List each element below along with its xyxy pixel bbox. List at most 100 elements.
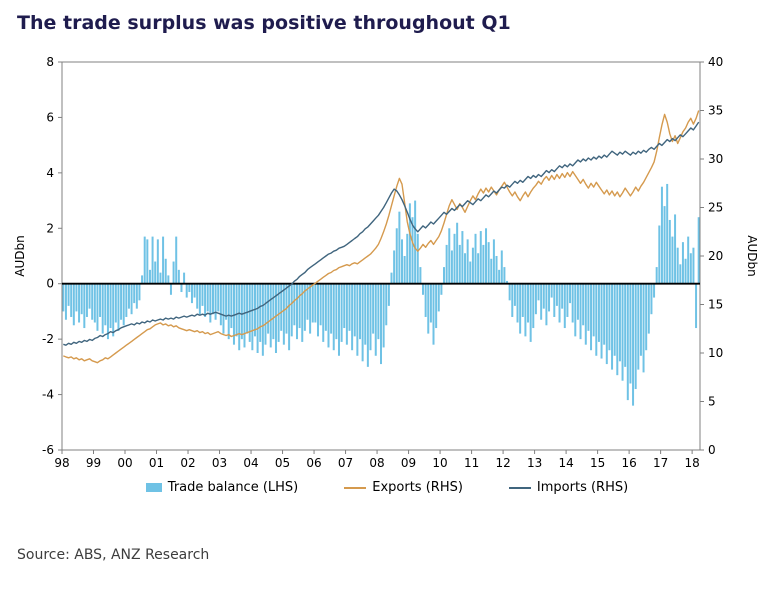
trade-balance-bar xyxy=(238,283,241,351)
x-axis-tick-label: 14 xyxy=(558,456,573,470)
trade-balance-bar xyxy=(162,236,165,284)
trade-balance-bar xyxy=(340,283,343,342)
trade-balance-bar xyxy=(127,283,130,309)
trade-balance-bar xyxy=(432,283,435,345)
trade-balance-bar xyxy=(80,283,83,315)
trade-balance-bar xyxy=(516,283,519,323)
trade-balance-bar xyxy=(592,283,595,337)
trade-balance-bar xyxy=(369,283,372,351)
trade-balance-bar xyxy=(356,283,359,356)
trade-balance-bar xyxy=(414,200,417,284)
trade-balance-bar xyxy=(303,283,306,331)
trade-balance-bar xyxy=(679,264,682,284)
trade-balance-bar xyxy=(500,250,503,284)
trade-balance-bar xyxy=(508,283,511,301)
trade-balance-bar xyxy=(101,283,104,334)
trade-balance-bar xyxy=(190,283,193,304)
trade-balance-bar xyxy=(214,283,217,320)
trade-balance-bar xyxy=(175,236,178,284)
trade-balance-bar xyxy=(456,222,459,284)
trade-balance-bar xyxy=(416,233,419,284)
trade-balance-bar xyxy=(154,261,157,284)
trade-balance-bar xyxy=(542,283,545,309)
trade-balance-bar xyxy=(274,283,277,353)
trade-balance-bar xyxy=(639,283,642,356)
trade-balance-bar xyxy=(130,283,133,315)
x-axis-tick-label: 09 xyxy=(401,456,416,470)
trade-balance-bar xyxy=(72,283,75,326)
trade-balance-bar xyxy=(67,283,70,306)
trade-balance-bar xyxy=(506,280,509,284)
x-axis-tick-label: 99 xyxy=(86,456,101,470)
trade-balance-bar xyxy=(587,283,590,331)
trade-balance-bar xyxy=(393,250,396,284)
trade-balance-bar xyxy=(571,283,574,323)
trade-balance-bar xyxy=(611,283,614,370)
trade-balance-bar xyxy=(261,283,264,356)
trade-balance-bar xyxy=(637,283,640,370)
trade-balance-bar xyxy=(403,256,406,284)
trade-balance-bar xyxy=(232,283,235,345)
trade-balance-bar xyxy=(240,283,243,340)
trade-balance-bar xyxy=(91,283,94,320)
trade-balance-bar xyxy=(209,283,212,323)
trade-balance-bar xyxy=(464,253,467,284)
trade-balance-bar xyxy=(301,283,304,342)
trade-balance-bar xyxy=(671,236,674,284)
trade-balance-bar xyxy=(697,217,700,284)
trade-balance-bar xyxy=(316,283,319,337)
trade-balance-bar xyxy=(169,283,172,295)
trade-balance-bar xyxy=(492,239,495,284)
trade-balance-bar xyxy=(343,283,346,329)
trade-balance-bar xyxy=(461,231,464,284)
trade-balance-bar xyxy=(390,272,393,284)
x-axis-tick-label: 00 xyxy=(117,456,132,470)
trade-balance-bar xyxy=(385,283,388,326)
trade-balance-bar xyxy=(125,283,128,317)
trade-balance-bar xyxy=(93,283,96,323)
legend-item-imports: Imports (RHS) xyxy=(508,480,628,495)
trade-balance-bar xyxy=(314,283,317,323)
trade-balance-bar xyxy=(660,186,663,284)
trade-balance-bar xyxy=(561,283,564,309)
trade-balance-bar xyxy=(558,283,561,323)
trade-balance-bar xyxy=(498,269,501,284)
trade-balance-bar xyxy=(269,283,272,348)
trade-balance-bar xyxy=(345,283,348,345)
trade-balance-bar xyxy=(372,283,375,334)
x-axis-tick-label: 08 xyxy=(369,456,384,470)
trade-balance-bar xyxy=(193,283,196,298)
trade-balance-bar xyxy=(527,283,530,323)
trade-balance-bar xyxy=(353,283,356,337)
trade-balance-bar xyxy=(382,283,385,348)
trade-balance-bar xyxy=(595,283,598,356)
trade-balance-bar xyxy=(443,267,446,284)
trade-balance-bar xyxy=(219,283,222,326)
right-axis-tick-label: 40 xyxy=(708,55,723,69)
trade-balance-bar xyxy=(632,283,635,406)
trade-balance-bar xyxy=(550,283,553,298)
trade-balance-bar xyxy=(674,214,677,284)
trade-balance-bar xyxy=(395,228,398,284)
trade-balance-bar xyxy=(545,283,548,326)
trade-balance-bar xyxy=(687,236,690,284)
trade-balance-bar xyxy=(495,256,498,284)
legend-item-trade-balance: Trade balance (LHS) xyxy=(145,480,298,495)
x-axis-tick-label: 16 xyxy=(621,456,636,470)
trade-balance-bar xyxy=(141,275,144,284)
trade-balance-bar xyxy=(117,283,120,331)
trade-balance-bar xyxy=(626,283,629,401)
trade-balance-bar xyxy=(477,253,480,284)
trade-balance-bar xyxy=(427,283,430,334)
trade-balance-bar xyxy=(211,283,214,315)
trade-balance-bar xyxy=(114,283,117,323)
trade-balance-bar xyxy=(319,283,322,326)
right-axis-tick-label: 20 xyxy=(708,249,723,263)
trade-balance-bar xyxy=(482,244,485,284)
left-axis-tick-label: -2 xyxy=(42,332,54,346)
trade-balance-bar xyxy=(621,283,624,381)
right-axis-tick-label: 10 xyxy=(708,346,723,360)
trade-balance-bar xyxy=(408,203,411,284)
trade-balance-bar xyxy=(259,283,262,342)
